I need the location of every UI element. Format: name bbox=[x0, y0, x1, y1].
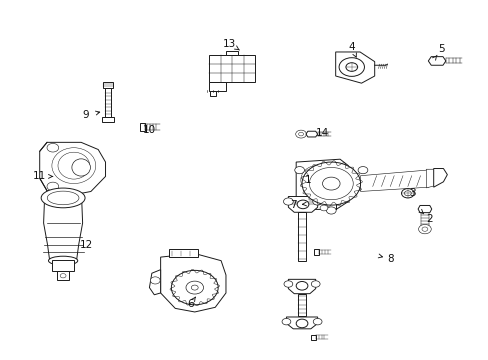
Ellipse shape bbox=[72, 159, 90, 176]
Text: 9: 9 bbox=[82, 111, 89, 121]
Circle shape bbox=[326, 207, 335, 214]
Text: 7: 7 bbox=[289, 200, 296, 210]
Circle shape bbox=[322, 177, 339, 190]
Circle shape bbox=[320, 205, 327, 211]
FancyBboxPatch shape bbox=[52, 260, 74, 271]
Polygon shape bbox=[335, 52, 374, 83]
Circle shape bbox=[60, 274, 66, 278]
FancyBboxPatch shape bbox=[209, 82, 226, 91]
FancyBboxPatch shape bbox=[103, 82, 113, 88]
Polygon shape bbox=[40, 142, 105, 196]
Text: 4: 4 bbox=[348, 42, 354, 52]
Ellipse shape bbox=[47, 191, 79, 205]
Text: 3: 3 bbox=[408, 188, 415, 198]
Polygon shape bbox=[427, 57, 445, 65]
Ellipse shape bbox=[58, 152, 89, 179]
Circle shape bbox=[171, 270, 218, 305]
Text: 13: 13 bbox=[223, 39, 236, 49]
Circle shape bbox=[312, 198, 322, 205]
Ellipse shape bbox=[48, 256, 78, 265]
Text: 1: 1 bbox=[304, 175, 310, 185]
Polygon shape bbox=[433, 168, 447, 187]
Circle shape bbox=[191, 285, 198, 290]
FancyBboxPatch shape bbox=[104, 88, 111, 117]
Ellipse shape bbox=[41, 188, 85, 208]
FancyBboxPatch shape bbox=[168, 249, 198, 257]
Polygon shape bbox=[288, 279, 315, 294]
Circle shape bbox=[150, 277, 160, 284]
Text: 8: 8 bbox=[386, 254, 393, 264]
Polygon shape bbox=[296, 159, 347, 210]
Circle shape bbox=[311, 281, 320, 287]
Polygon shape bbox=[286, 317, 317, 329]
Polygon shape bbox=[360, 170, 428, 192]
Ellipse shape bbox=[300, 166, 332, 194]
FancyBboxPatch shape bbox=[102, 117, 114, 122]
Polygon shape bbox=[305, 131, 317, 137]
Polygon shape bbox=[288, 197, 317, 212]
Circle shape bbox=[47, 143, 59, 152]
Circle shape bbox=[296, 319, 307, 328]
Polygon shape bbox=[160, 253, 225, 312]
Text: 2: 2 bbox=[426, 215, 432, 224]
Text: 5: 5 bbox=[438, 44, 445, 54]
FancyBboxPatch shape bbox=[298, 212, 305, 261]
Text: 11: 11 bbox=[33, 171, 46, 181]
FancyBboxPatch shape bbox=[57, 271, 69, 280]
FancyBboxPatch shape bbox=[298, 294, 305, 316]
Text: 6: 6 bbox=[187, 299, 194, 309]
Circle shape bbox=[296, 282, 307, 290]
Circle shape bbox=[294, 167, 304, 174]
Text: 10: 10 bbox=[142, 125, 156, 135]
Circle shape bbox=[421, 227, 427, 231]
Circle shape bbox=[357, 167, 367, 174]
Polygon shape bbox=[140, 123, 144, 131]
Text: 14: 14 bbox=[315, 129, 328, 138]
Circle shape bbox=[401, 189, 413, 198]
Circle shape bbox=[309, 167, 352, 200]
Ellipse shape bbox=[52, 148, 96, 184]
Circle shape bbox=[345, 63, 357, 71]
Text: 12: 12 bbox=[79, 239, 92, 249]
FancyBboxPatch shape bbox=[210, 91, 216, 96]
Polygon shape bbox=[417, 206, 431, 213]
Polygon shape bbox=[314, 249, 319, 255]
Circle shape bbox=[47, 182, 59, 191]
Circle shape bbox=[185, 281, 203, 294]
Circle shape bbox=[284, 281, 292, 287]
Circle shape bbox=[338, 58, 364, 76]
Circle shape bbox=[404, 191, 410, 196]
Polygon shape bbox=[43, 198, 82, 259]
Circle shape bbox=[283, 198, 293, 205]
Circle shape bbox=[313, 319, 322, 325]
Circle shape bbox=[297, 200, 308, 209]
Circle shape bbox=[302, 162, 360, 205]
Polygon shape bbox=[310, 334, 315, 339]
FancyBboxPatch shape bbox=[226, 51, 238, 55]
FancyBboxPatch shape bbox=[209, 55, 255, 82]
Polygon shape bbox=[149, 270, 160, 295]
Circle shape bbox=[282, 319, 290, 325]
Circle shape bbox=[418, 225, 430, 234]
Polygon shape bbox=[426, 169, 435, 188]
